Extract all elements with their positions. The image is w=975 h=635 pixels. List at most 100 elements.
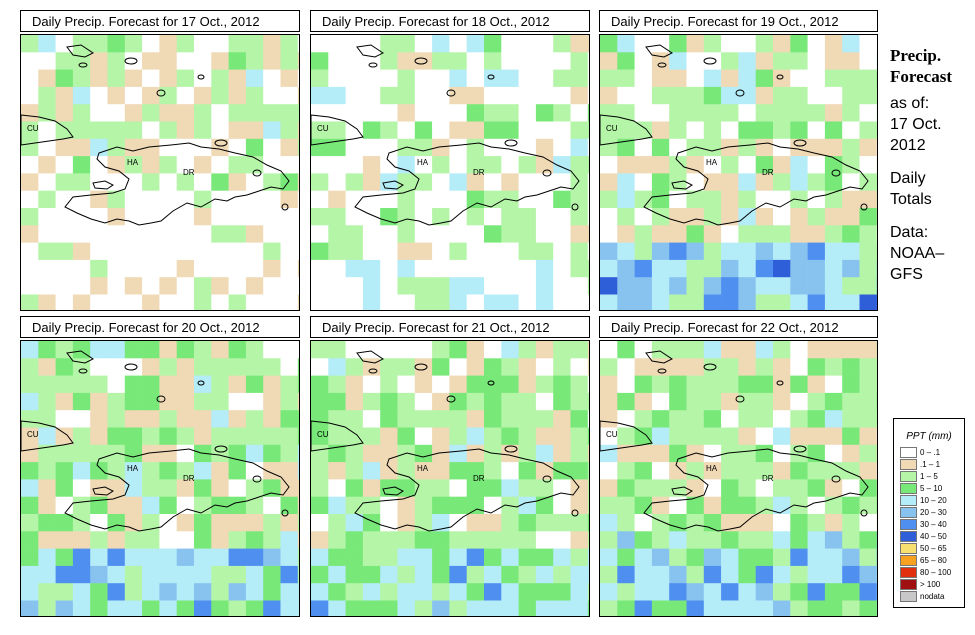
precip-cell [669, 531, 687, 549]
precip-cell [345, 138, 364, 157]
precip-cell [686, 86, 705, 105]
precip-cell [297, 104, 299, 122]
precip-cell [466, 462, 485, 480]
precip-cell [466, 173, 485, 191]
precip-cell [380, 208, 398, 226]
precip-cell [703, 600, 722, 616]
precip-cell [842, 225, 860, 243]
precip-cell [55, 242, 74, 261]
precip-cell [311, 225, 329, 243]
small-island-outline [78, 62, 88, 68]
precip-cell [634, 86, 653, 105]
precip-cell [228, 52, 247, 70]
precip-cell [859, 52, 877, 70]
precip-cell [414, 462, 433, 480]
precip-cell [755, 173, 774, 191]
precip-cell [194, 104, 212, 122]
precip-cell [587, 531, 589, 549]
precip-cell [345, 294, 364, 310]
precip-cell [38, 156, 56, 174]
precip-cell [651, 410, 670, 428]
precip-cell [842, 259, 860, 278]
precip-cell [466, 444, 485, 463]
precip-cell [686, 225, 705, 243]
precip-cell [842, 444, 860, 463]
precip-cell [466, 565, 485, 584]
precip-cell [790, 583, 808, 601]
cuba-label: CU [606, 430, 618, 439]
precip-cell [142, 479, 160, 497]
precip-cell [297, 427, 299, 446]
precip-cell [90, 225, 108, 243]
precip-cell [263, 69, 281, 88]
precip-cell [842, 514, 860, 532]
precip-cell [449, 208, 467, 226]
precip-cell [721, 69, 739, 88]
precip-cell [617, 375, 635, 394]
precip-cell [280, 375, 299, 394]
precip-cell [176, 52, 195, 70]
precip-cell [651, 600, 670, 616]
hispaniola-outline [643, 142, 869, 226]
precip-cell [553, 427, 571, 446]
precip-cell [176, 531, 195, 549]
precip-cell [553, 242, 571, 261]
precip-cell [142, 242, 160, 261]
precip-cell [484, 600, 502, 616]
precip-cell [432, 341, 450, 359]
precip-cell [553, 565, 571, 584]
precip-cell [380, 600, 398, 616]
precip-cell [21, 294, 39, 310]
precip-cell [651, 173, 670, 191]
precip-cell [824, 427, 843, 446]
precip-cell [721, 277, 739, 295]
precip-cell [142, 138, 160, 157]
precip-cell [194, 225, 212, 243]
precip-cell [703, 156, 722, 174]
precip-cell [124, 156, 143, 174]
small-island-outline [446, 89, 456, 97]
precip-cell [55, 410, 74, 428]
legend-label: > 100 [920, 579, 941, 589]
precip-cell [72, 496, 91, 515]
small-island-outline [214, 139, 228, 147]
precip-cell [345, 600, 364, 616]
precip-cell [280, 86, 299, 105]
precip-cell [755, 242, 774, 261]
precip-cell [634, 242, 653, 261]
precip-cell [617, 565, 635, 584]
precip-cell [142, 583, 160, 601]
precip-cell [773, 294, 791, 310]
bahamas-island-outline [66, 350, 94, 364]
precip-cell [859, 242, 877, 261]
precip-cell [124, 259, 143, 278]
precip-cell [38, 410, 56, 428]
precip-cell [600, 190, 618, 209]
precip-cell [280, 156, 299, 174]
precip-cell [90, 121, 108, 140]
precip-cell [414, 358, 433, 376]
precip-cell [449, 104, 467, 122]
precip-cell [397, 208, 416, 226]
precip-cell [466, 358, 485, 376]
gonave-island-outline [671, 486, 693, 496]
precip-cell [738, 86, 756, 105]
small-island-outline [156, 89, 166, 97]
precip-cell [634, 410, 653, 428]
legend-item: nodata [900, 590, 964, 602]
precip-cell [703, 259, 722, 278]
precip-cell [553, 104, 571, 122]
precip-cell [280, 104, 299, 122]
precip-cell [721, 375, 739, 394]
cuba-outline [21, 420, 74, 452]
legend-swatch [900, 446, 917, 458]
precip-cell [859, 294, 877, 310]
precip-cell [124, 52, 143, 70]
precip-cell [263, 104, 281, 122]
precip-cell [311, 208, 329, 226]
precip-cell [570, 496, 589, 515]
precip-cell [176, 225, 195, 243]
precip-cell [449, 173, 467, 191]
precip-cell [38, 294, 56, 310]
